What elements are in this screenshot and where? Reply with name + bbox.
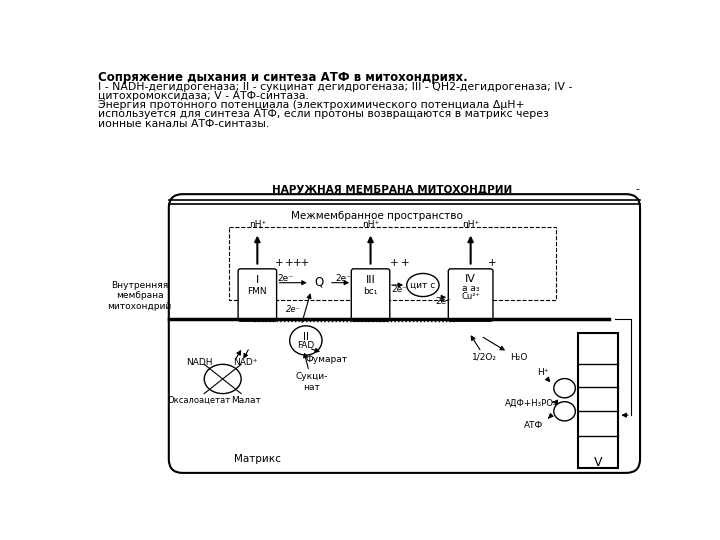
Text: II: II xyxy=(303,332,309,342)
FancyBboxPatch shape xyxy=(449,269,493,321)
Text: NADH: NADH xyxy=(186,357,213,367)
FancyBboxPatch shape xyxy=(168,194,640,473)
Text: nH⁺: nH⁺ xyxy=(462,220,480,229)
Text: H₂O: H₂O xyxy=(510,353,527,362)
Text: 2e⁻: 2e⁻ xyxy=(336,274,351,284)
FancyBboxPatch shape xyxy=(578,333,618,468)
Text: используется для синтеза АТФ, если протоны возвращаются в матрикс через: используется для синтеза АТФ, если прото… xyxy=(98,110,549,119)
Text: nH⁺: nH⁺ xyxy=(362,220,379,229)
Text: +: + xyxy=(488,259,497,268)
Text: NAD⁺: NAD⁺ xyxy=(233,357,258,367)
Text: FAD: FAD xyxy=(297,341,315,350)
Text: 2e⁻: 2e⁻ xyxy=(392,285,408,294)
Text: ++: ++ xyxy=(293,259,310,268)
FancyBboxPatch shape xyxy=(351,269,390,321)
Text: Cu²⁺: Cu²⁺ xyxy=(461,292,480,301)
Text: Оксалоацетат: Оксалоацетат xyxy=(168,396,231,405)
Text: Фумарат: Фумарат xyxy=(305,355,348,364)
Text: nH⁺: nH⁺ xyxy=(248,220,266,229)
Text: I - NADH-дегидрогеназа; II - сукцинат дегидрогеназа; III - QH2-дегидрогеназа; IV: I - NADH-дегидрогеназа; II - сукцинат де… xyxy=(98,82,572,92)
Ellipse shape xyxy=(289,326,322,355)
Text: +: + xyxy=(285,259,294,268)
Text: +: + xyxy=(390,259,399,268)
Ellipse shape xyxy=(407,273,439,296)
Text: цитохромоксидаза; V - АТФ-синтаза.: цитохромоксидаза; V - АТФ-синтаза. xyxy=(98,91,309,101)
Ellipse shape xyxy=(554,402,575,421)
Text: АДФ+Н₃РО₄: АДФ+Н₃РО₄ xyxy=(505,399,557,408)
Text: +: + xyxy=(401,259,410,268)
Text: +: + xyxy=(274,259,283,268)
Text: цит с: цит с xyxy=(410,280,436,289)
Text: V: V xyxy=(594,456,603,469)
Text: 2e⁻: 2e⁻ xyxy=(278,274,294,284)
Text: НАРУЖНАЯ МЕМБРАНА МИТОХОНДРИИ: НАРУЖНАЯ МЕМБРАНА МИТОХОНДРИИ xyxy=(272,185,512,194)
Text: FMN: FMN xyxy=(248,287,267,296)
Text: Малат: Малат xyxy=(231,396,261,405)
Text: I: I xyxy=(256,275,259,286)
Text: -: - xyxy=(455,313,460,326)
Ellipse shape xyxy=(204,364,241,394)
Text: Межмембранное пространство: Межмембранное пространство xyxy=(291,212,463,221)
Text: -: - xyxy=(635,185,639,194)
Text: a a₃: a a₃ xyxy=(462,284,480,293)
Text: bc₁: bc₁ xyxy=(364,287,378,296)
Text: H⁺: H⁺ xyxy=(537,368,549,377)
Text: III: III xyxy=(366,275,375,286)
Text: Матрикс: Матрикс xyxy=(234,454,281,464)
Text: 1/2O₂: 1/2O₂ xyxy=(472,353,497,362)
Text: IV: IV xyxy=(465,274,476,284)
Text: Внутренняя
мембрана
митохондрий: Внутренняя мембрана митохондрий xyxy=(107,281,171,310)
Text: Сопряжение дыхания и синтеза АТФ в митохондриях.: Сопряжение дыхания и синтеза АТФ в митох… xyxy=(98,71,468,84)
Text: 2e⁻: 2e⁻ xyxy=(436,298,451,307)
Text: ионные каналы АТФ-синтазы.: ионные каналы АТФ-синтазы. xyxy=(98,119,269,129)
Text: АТФ: АТФ xyxy=(524,421,544,430)
Text: Энергия протонного потенциала (электрохимического потенциала ΔμH+: Энергия протонного потенциала (электрохи… xyxy=(98,100,525,110)
Text: 2e⁻: 2e⁻ xyxy=(286,305,301,314)
Text: Сукци-
нат: Сукци- нат xyxy=(295,373,328,392)
Text: Q: Q xyxy=(315,275,323,288)
FancyBboxPatch shape xyxy=(238,269,276,321)
Ellipse shape xyxy=(554,379,575,398)
